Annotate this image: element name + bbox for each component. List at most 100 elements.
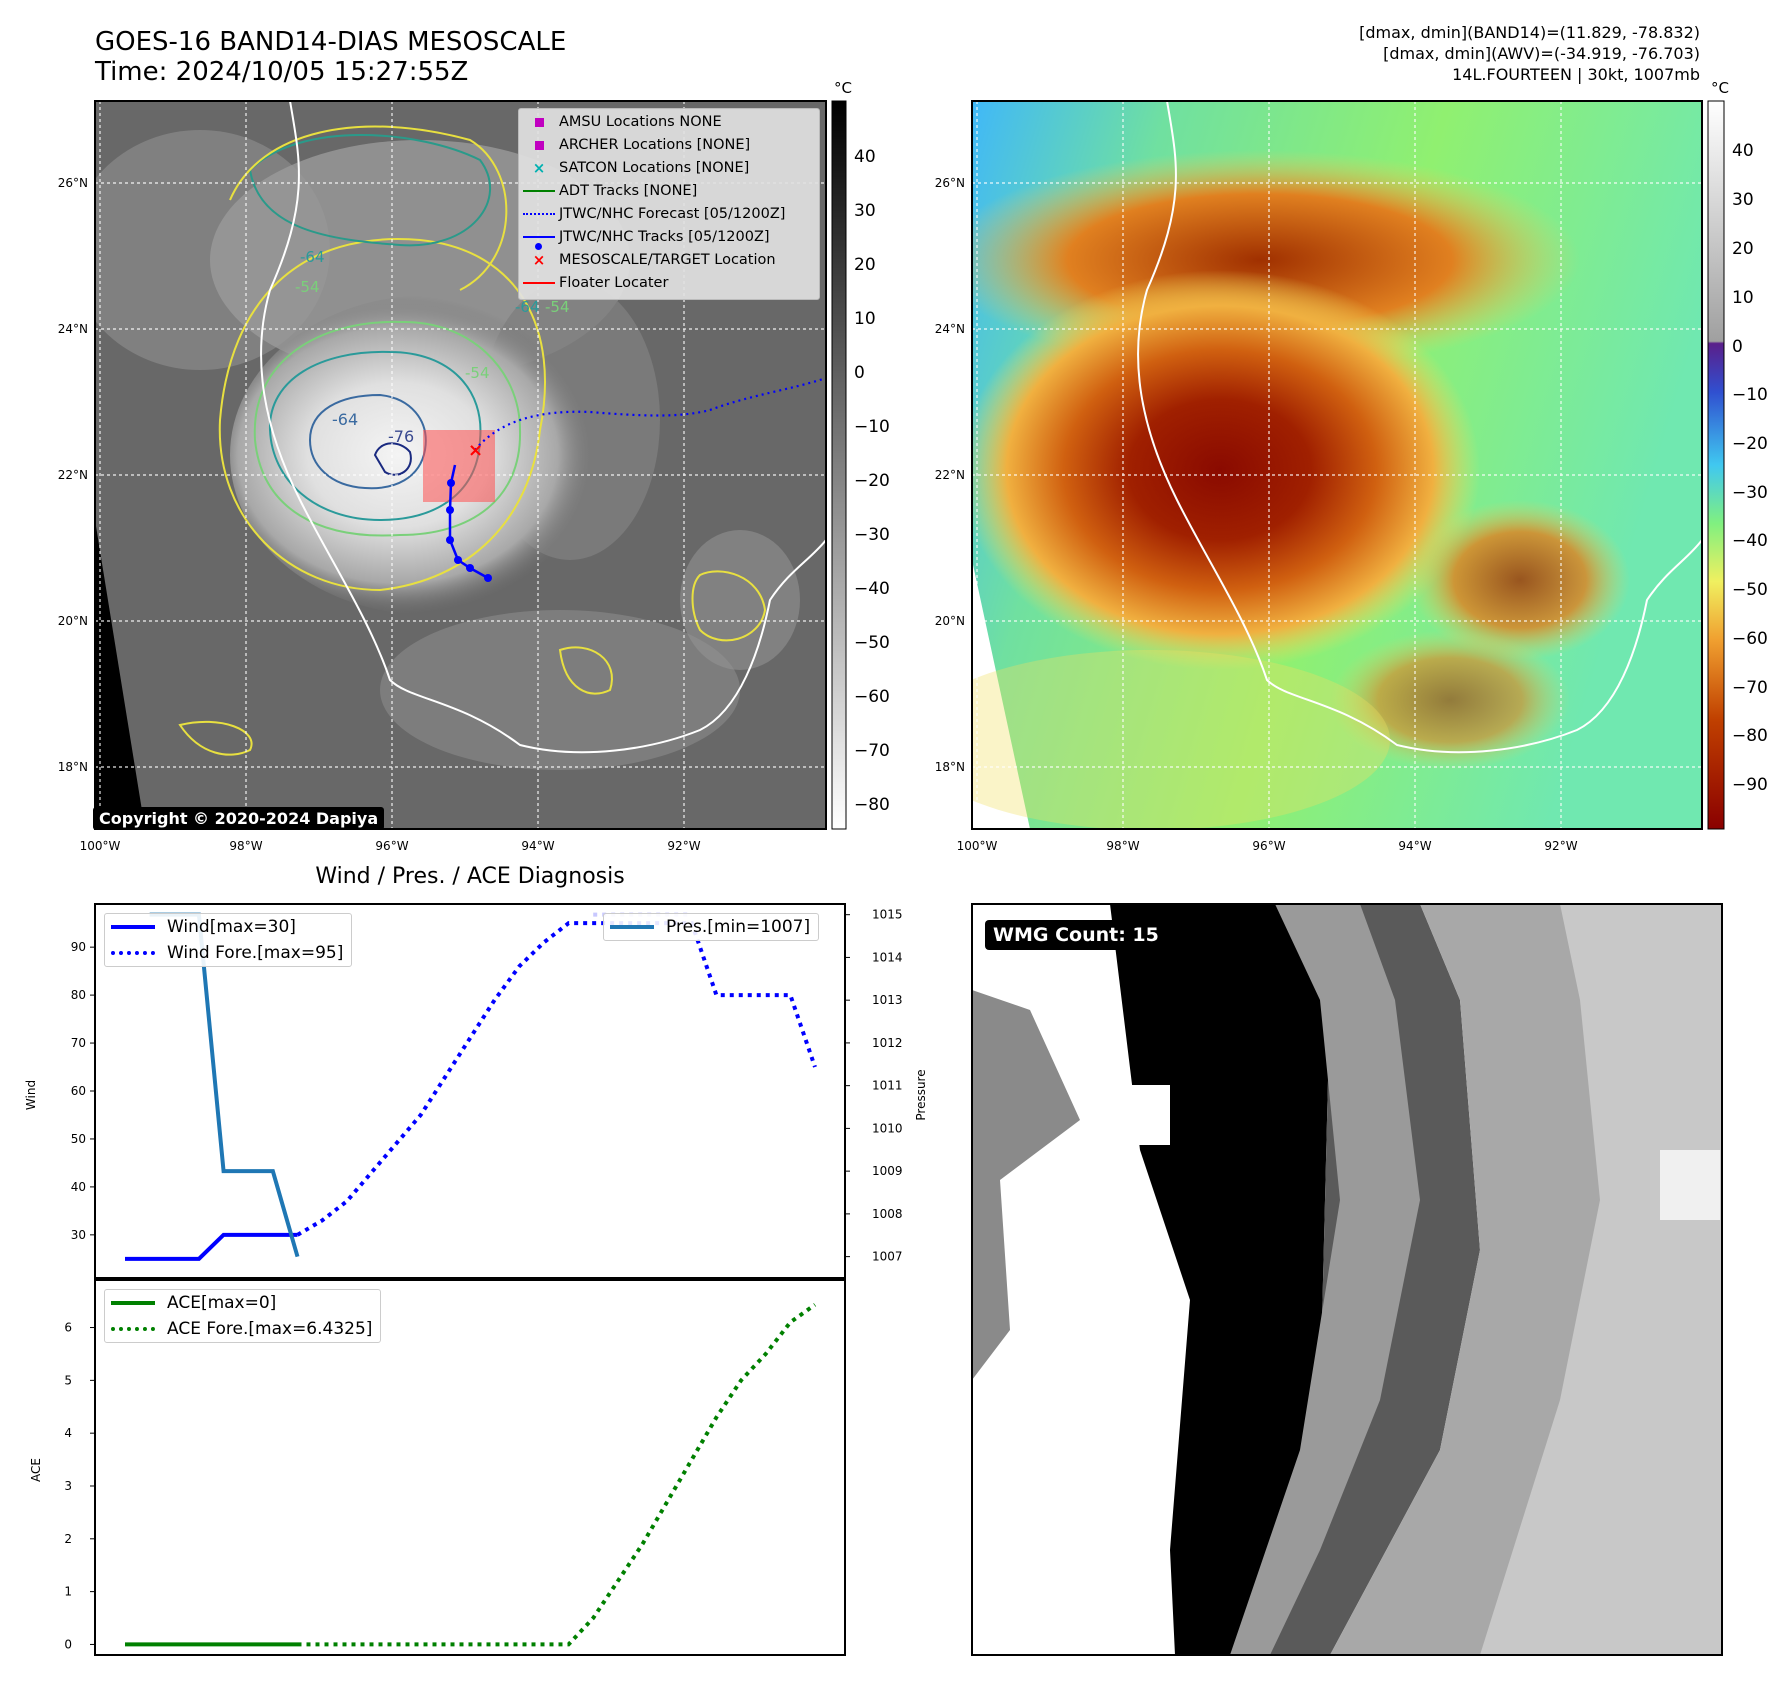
color-lat-labels: 26°N 24°N 22°N 20°N 18°N — [935, 176, 965, 774]
legend-wind: Wind[max=30] — [105, 914, 351, 940]
wind-tick-label: 30 — [71, 1228, 86, 1242]
gray-tick: −70 — [854, 741, 890, 761]
color-colorbar — [1707, 100, 1725, 830]
line-icon — [523, 190, 555, 192]
lon-label: 100°W — [957, 839, 998, 853]
wind-tick-label: 70 — [71, 1036, 86, 1050]
legend-pressure: Pres.[min=1007] — [604, 914, 818, 940]
ace-tick-label: 4 — [64, 1426, 72, 1440]
legend-label: ACE Fore.[max=6.4325] — [167, 1319, 373, 1339]
wind-tick-label: 50 — [71, 1132, 86, 1146]
color-cell-south — [1330, 630, 1570, 770]
gray-tick: 40 — [854, 147, 876, 167]
gray-colorbar — [831, 100, 847, 830]
pressure-tick-label: 1008 — [872, 1207, 903, 1221]
lat-label: 18°N — [935, 760, 965, 774]
line-icon — [111, 1301, 155, 1305]
ace-tick-label: 0 — [64, 1637, 72, 1651]
ir-map-frame — [94, 100, 827, 830]
dotted-line-icon — [111, 951, 155, 955]
wind-yticks: 30 40 50 60 70 80 90 — [71, 940, 95, 1242]
legend-item-archer: ARCHER Locations [NONE] — [519, 134, 750, 156]
pressure-tick-label: 1011 — [872, 1079, 903, 1093]
contour-sw-cell — [178, 720, 253, 756]
legend-label: ACE[max=0] — [167, 1293, 277, 1313]
lat-label: 24°N — [58, 322, 88, 336]
wmg-gray-left — [972, 990, 1080, 1380]
lat-label: 24°N — [935, 322, 965, 336]
pressure-tick-label: 1015 — [872, 908, 903, 922]
series-line-0 — [125, 1232, 298, 1261]
contour-label-64c: -64 — [300, 248, 325, 266]
x-marker-icon: × — [532, 159, 546, 177]
wmg-midgray-band — [1230, 904, 1420, 1655]
wind-tick-label: 90 — [71, 940, 86, 954]
legend-item-tracks: JTWC/NHC Tracks [05/1200Z] — [519, 226, 770, 250]
square-marker-icon — [534, 140, 544, 150]
lat-label: 26°N — [58, 176, 88, 190]
ace-tick-label: 1 — [64, 1585, 72, 1599]
ir-cloud-se — [680, 530, 800, 670]
best-track-points — [446, 479, 492, 582]
wmg-panel — [972, 904, 1722, 1655]
color-tick: 20 — [1732, 239, 1754, 259]
coastline — [260, 101, 826, 754]
color-tick: −80 — [1732, 726, 1768, 746]
color-tick: −30 — [1732, 483, 1768, 503]
ace-yticks: 0 1 2 3 4 5 6 — [64, 1321, 95, 1651]
ace-legend: ACE[max=0] ACE Fore.[max=6.4325] — [104, 1289, 382, 1343]
ir-lon-labels: 100°W 98°W 96°W 94°W 92°W — [80, 839, 701, 853]
pressure-ylabel: Pressure — [914, 1069, 928, 1120]
legend-label: JTWC/NHC Forecast [05/1200Z] — [559, 206, 786, 222]
lon-label: 94°W — [1398, 839, 1431, 853]
line-icon — [610, 925, 654, 929]
lon-label: 98°W — [1106, 839, 1139, 853]
ace-tick-label: 3 — [64, 1479, 72, 1493]
wind-tick-label: 80 — [71, 988, 86, 1002]
legend-ace: ACE[max=0] — [105, 1290, 380, 1316]
contour-label-64b: -64 — [515, 298, 540, 316]
legend-label: ADT Tracks [NONE] — [559, 183, 698, 199]
color-tick: −40 — [1732, 531, 1768, 551]
gray-colorbar-ticks: 40 30 20 10 0 −10 −20 −30 −40 −50 −60 −7… — [854, 147, 890, 815]
contour-label-64: -64 — [332, 410, 358, 429]
color-gridlines — [972, 101, 1702, 829]
lat-label: 20°N — [935, 614, 965, 628]
gray-tick: −60 — [854, 687, 890, 707]
legend-item-adt: ADT Tracks [NONE] — [519, 180, 697, 202]
ace-tick-label: 2 — [64, 1532, 72, 1546]
color-tick: −50 — [1732, 580, 1768, 600]
figure-time: Time: 2024/10/05 15:27:55Z — [94, 57, 468, 87]
legend-label: Pres.[min=1007] — [666, 917, 811, 937]
lon-label: 92°W — [1544, 839, 1577, 853]
contour-se-cell — [691, 570, 767, 642]
ir-cloud-south — [380, 610, 740, 770]
wmg-count-badge: WMG Count: 15 — [985, 920, 1167, 950]
pressure-tick-label: 1009 — [872, 1164, 903, 1178]
gray-tick: −80 — [854, 795, 890, 815]
map-legend: AMSU Locations NONE ARCHER Locations [NO… — [518, 108, 820, 300]
figure-title: GOES-16 BAND14-DIAS MESOSCALE — [95, 27, 566, 57]
info-awv: [dmax, dmin](AWV)=(-34.919, -76.703) — [1383, 44, 1700, 63]
wind-tick-label: 60 — [71, 1084, 86, 1098]
legend-label: ARCHER Locations [NONE] — [559, 137, 751, 153]
legend-label: JTWC/NHC Tracks [05/1200Z] — [559, 229, 770, 245]
color-storm-core — [972, 270, 1480, 670]
gray-tick: −30 — [854, 525, 890, 545]
color-colorbar-unit: °C — [1711, 79, 1729, 97]
ace-series — [125, 1303, 817, 1647]
ir-gridlines — [95, 101, 826, 829]
lon-label: 92°W — [667, 839, 700, 853]
pressure-tick-label: 1014 — [872, 950, 903, 964]
color-map-frame — [971, 100, 1703, 830]
contour-label-54c: -54 — [295, 278, 320, 296]
gray-tick: −50 — [854, 633, 890, 653]
contour-outer — [253, 320, 522, 537]
legend-ace-forecast: ACE Fore.[max=6.4325] — [105, 1316, 380, 1342]
legend-wind-forecast: Wind Fore.[max=95] — [105, 940, 351, 966]
legend-item-target: × MESOSCALE/TARGET Location — [519, 249, 776, 271]
contour-north — [248, 134, 492, 247]
pressure-tick-label: 1013 — [872, 993, 903, 1007]
info-band14: [dmax, dmin](BAND14)=(11.829, -78.832) — [1359, 23, 1700, 42]
legend-label: Floater Locater — [559, 275, 669, 291]
